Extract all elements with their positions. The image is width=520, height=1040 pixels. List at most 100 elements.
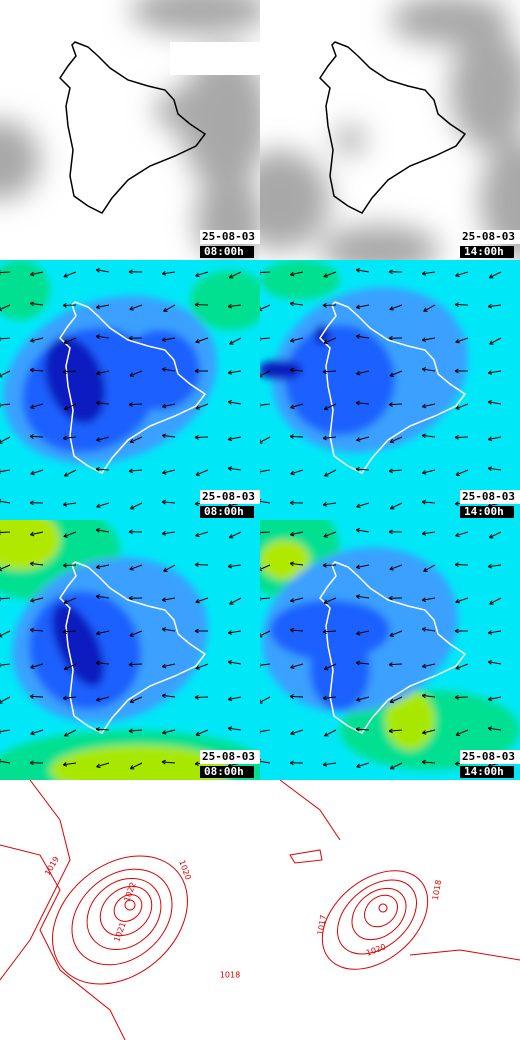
wind-arrow-head <box>162 470 166 474</box>
wind-arrow <box>356 436 370 441</box>
wind-arrow <box>96 762 110 768</box>
wind-arrow <box>30 729 44 735</box>
wind-arrow-head <box>129 566 133 570</box>
wind-arrow-head <box>96 630 100 635</box>
wind-arrow-head <box>129 765 134 769</box>
wind-arrow-head <box>0 633 2 636</box>
wind-arrow-head <box>454 434 459 438</box>
wind-arrow-head <box>487 370 492 374</box>
wind-arrow-head <box>355 662 360 666</box>
wind-arrow-head <box>487 466 493 469</box>
wind-arrow-head <box>455 731 459 736</box>
wind-arrow <box>96 696 110 701</box>
time-box <box>200 766 254 778</box>
wind-arrow <box>29 695 44 698</box>
wind-arrow <box>260 663 271 666</box>
wind-arrow <box>488 370 502 374</box>
wind-arrow-head <box>454 501 459 505</box>
wind-arrow <box>0 370 11 377</box>
wind-arrow <box>96 529 110 533</box>
wind-arrow <box>229 337 242 345</box>
wind-arrow-head <box>128 597 133 601</box>
wind-arrow-head <box>194 503 199 507</box>
isobar <box>52 855 188 985</box>
wind-arrow <box>290 597 304 602</box>
wind-arrow-head <box>389 505 394 509</box>
wind-arrow <box>423 304 436 312</box>
wind-arrow-head <box>489 600 493 605</box>
wind-arrow-head <box>421 403 426 408</box>
wind-arrow <box>162 469 176 474</box>
wind-arrow-head <box>260 339 261 342</box>
wind-arrow-head <box>260 406 261 408</box>
wind-arrow-head <box>227 401 232 405</box>
cloud <box>130 0 260 35</box>
wind-arrow-head <box>161 628 166 632</box>
wind-arrow-head <box>388 335 393 339</box>
wind-arrow-head <box>455 532 459 537</box>
wind-arrow-head <box>487 726 493 729</box>
wind-arrow-head <box>0 758 2 761</box>
wind-arrow <box>356 595 370 599</box>
wind-arrow <box>323 271 337 278</box>
isobar <box>0 780 71 981</box>
wind-arrow-head <box>290 274 295 277</box>
wind-arrow-head <box>128 470 133 474</box>
wind-arrow <box>229 597 242 605</box>
isobar <box>124 899 136 911</box>
wind-arrow-head <box>356 373 361 376</box>
wind-arrow <box>455 469 469 476</box>
wind-arrow-head <box>355 728 360 732</box>
wind-arrow-head <box>29 367 34 371</box>
wind-arrow <box>0 597 11 600</box>
wind-arrow <box>64 469 77 477</box>
wind-arrow-head <box>29 629 34 633</box>
wind-arrow-head <box>162 599 167 603</box>
wind-arrow-head <box>128 664 133 667</box>
wind-arrow <box>195 531 209 537</box>
wind-arrow-head <box>96 503 100 508</box>
wind-arrow-head <box>62 565 67 568</box>
wind-arrow-head <box>355 726 360 730</box>
wind-arrow <box>260 436 271 443</box>
wind-arrow-head <box>29 301 34 304</box>
wind-arrow-head <box>487 372 493 375</box>
wind-arrow-head <box>195 408 200 410</box>
wind-arrow <box>162 403 176 408</box>
wind-arrow-head <box>29 760 34 764</box>
date-label: 25-08-03 <box>202 750 255 763</box>
wind-arrow-head <box>421 627 427 630</box>
wind-arrow-head <box>389 372 393 377</box>
wind-arrow <box>30 469 44 475</box>
wind-arrow-head <box>161 693 166 696</box>
wind-arrow-head <box>388 404 393 407</box>
wind-arrow-head <box>29 563 34 567</box>
wind-arrow <box>162 501 176 504</box>
wind-arrow <box>422 271 436 275</box>
map-panel: 25-08-03 14:00h <box>260 520 520 780</box>
wind-arrow-head <box>29 762 34 766</box>
wind-arrow-head <box>421 271 426 275</box>
wind-arrow-head <box>95 726 100 730</box>
wind-arrow-head <box>260 566 261 569</box>
wind-arrow-head <box>421 761 426 765</box>
wind-arrow-head <box>0 566 1 569</box>
wind-arrow-head <box>228 699 233 702</box>
date-label: 25-08-03 <box>202 490 255 503</box>
wind-arrow-head <box>62 631 67 635</box>
wind-arrow-head <box>355 400 360 404</box>
wind-arrow <box>62 630 77 633</box>
wind-arrow <box>290 531 304 536</box>
wind-arrow-head <box>322 302 327 306</box>
wind-arrow-head <box>290 340 295 343</box>
wind-arrow-head <box>422 666 427 669</box>
wind-arrow-head <box>29 434 34 437</box>
wind-arrow-head <box>422 339 427 343</box>
wind-arrow-head <box>227 466 233 469</box>
wind-arrow-head <box>455 471 459 476</box>
contour-label: 1021 <box>112 921 127 943</box>
map-panel: 1019 1020 1022 1021 1018 <box>0 780 240 1040</box>
wind-arrow <box>96 595 110 599</box>
wind-arrow <box>96 335 110 339</box>
wind-arrow-head <box>96 567 101 570</box>
